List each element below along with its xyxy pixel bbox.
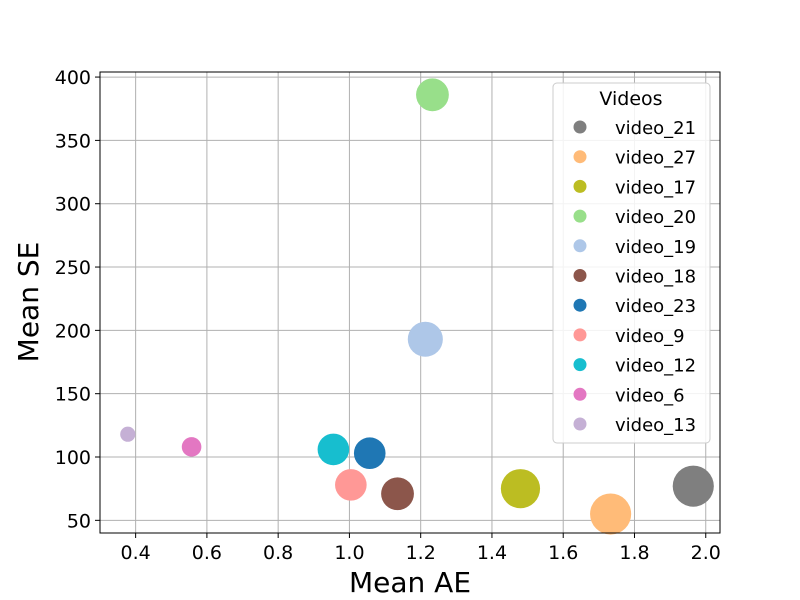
x-tick-label: 0.4 xyxy=(121,542,151,564)
legend-item: video_19 xyxy=(573,237,696,258)
x-tick-label: 1.4 xyxy=(477,542,507,564)
x-tick-label: 0.8 xyxy=(263,542,293,564)
legend-label: video_18 xyxy=(615,267,696,288)
x-tick-label: 1.0 xyxy=(334,542,364,564)
y-tick-label: 50 xyxy=(67,510,91,532)
legend-label: video_17 xyxy=(615,177,696,198)
legend-title: Videos xyxy=(599,88,662,110)
point-video-19 xyxy=(407,321,443,357)
legend-marker xyxy=(573,239,587,253)
y-tick-label: 150 xyxy=(55,384,91,406)
y-tick-label: 200 xyxy=(55,320,91,342)
legend-label: video_9 xyxy=(615,326,685,347)
legend: Videos video_21 video_27 video_17 video_20v… xyxy=(552,82,711,444)
legend-marker xyxy=(573,179,587,193)
legend-marker xyxy=(573,417,587,431)
legend-marker xyxy=(573,328,587,342)
y-tick-label: 300 xyxy=(55,194,91,216)
legend-marker xyxy=(573,209,587,223)
legend-label: video_6 xyxy=(615,385,685,406)
plot-frame xyxy=(99,71,721,534)
legend-label: video_27 xyxy=(615,148,696,169)
point-video-27 xyxy=(590,493,632,535)
point-video-6 xyxy=(181,437,202,457)
x-tick-label: 1.6 xyxy=(548,542,578,564)
legend-item: video_27 xyxy=(573,148,696,169)
legend-item: video_13 xyxy=(573,415,696,436)
legend-label: video_21 xyxy=(615,118,696,139)
legend-frame xyxy=(552,82,711,444)
legend-marker xyxy=(573,150,587,164)
legend-item: video_23 xyxy=(573,296,696,317)
x-tick-label: 2.0 xyxy=(691,542,721,564)
points xyxy=(120,78,714,535)
point-video-18 xyxy=(381,477,414,511)
legend-label: video_20 xyxy=(615,207,696,228)
legend-marker xyxy=(573,387,587,401)
legend-item: video_17 xyxy=(573,177,696,198)
legend-marker xyxy=(573,269,587,282)
legend-marker xyxy=(573,298,587,312)
point-video-23 xyxy=(353,437,386,470)
legend-label: video_19 xyxy=(615,237,696,258)
point-video-17 xyxy=(500,469,541,509)
legend-item: video_18 xyxy=(573,267,696,288)
legend-label: video_13 xyxy=(615,415,696,436)
y-tick-label: 250 xyxy=(55,257,91,279)
y-axis: 50 100 150 200 250 300 350 400 xyxy=(55,67,100,532)
point-video-12 xyxy=(317,433,350,466)
point-video-9 xyxy=(335,469,367,501)
y-tick-label: 350 xyxy=(55,130,91,152)
x-tick-label: 1.2 xyxy=(406,542,436,564)
legend-item: video_6 xyxy=(573,385,685,406)
point-video-20 xyxy=(416,78,449,112)
point-video-21 xyxy=(672,465,714,507)
point-video-13 xyxy=(120,426,136,442)
legend-item: video_20 xyxy=(573,207,696,228)
x-axis-label: Mean AE xyxy=(349,566,471,599)
legend-item: video_12 xyxy=(573,356,696,377)
legend-label: video_23 xyxy=(615,296,696,317)
legend-marker xyxy=(573,120,587,134)
x-tick-label: 1.8 xyxy=(619,542,649,564)
x-axis: 0.4 0.6 0.8 1.0 1.2 1.4 1.6 1.8 2.0 xyxy=(121,533,721,564)
y-tick-label: 100 xyxy=(55,447,91,469)
x-tick-label: 0.6 xyxy=(192,542,222,564)
legend-marker xyxy=(573,358,587,372)
y-tick-label: 400 xyxy=(55,67,91,89)
y-axis-label: Mean SE xyxy=(12,242,45,363)
legend-item: video_9 xyxy=(573,326,685,347)
legend-label: video_12 xyxy=(615,356,696,377)
legend-item: video_21 xyxy=(573,118,696,139)
